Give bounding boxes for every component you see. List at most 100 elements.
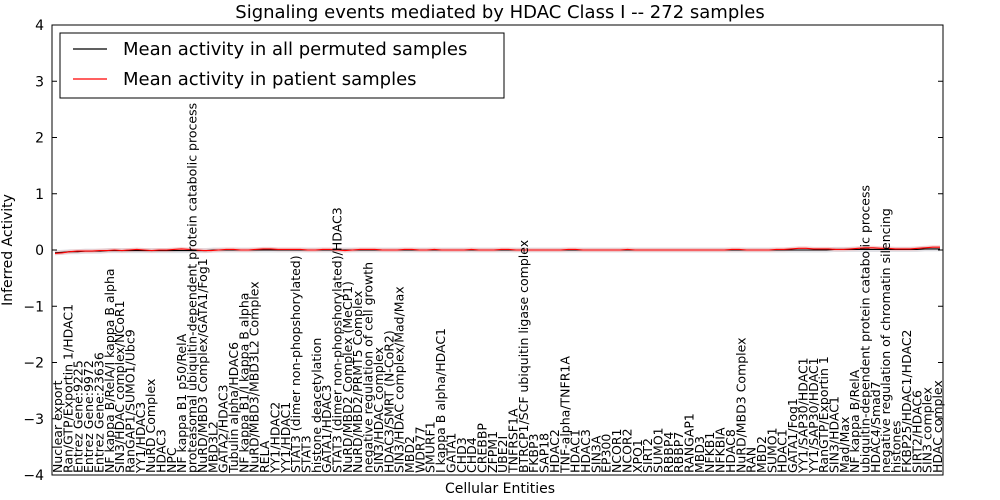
category-label: STAT3 (dimer non-phopshorylated) xyxy=(288,255,303,473)
category-label: NuRD/MBD3/MBD3L2 Complex xyxy=(247,281,262,473)
category-label: RanGTP/Exportin 1 xyxy=(816,356,831,473)
category-label: FKBP25/HDAC1/HDAC2 xyxy=(899,329,914,472)
category-label: FKBP3 xyxy=(526,434,541,473)
category-label: Entrez Gene:9972 xyxy=(81,360,96,473)
series-line-1 xyxy=(54,246,940,254)
category-label: SAP18 xyxy=(537,433,552,473)
category-label: Entrez Gene:23636 xyxy=(91,352,106,473)
category-label: WDR77 xyxy=(412,426,427,473)
category-label: NFKB1 xyxy=(702,432,717,473)
category-label: SIRT2/HDAC6 xyxy=(909,390,924,473)
category-label: GATA1 xyxy=(443,433,458,473)
category-label: histones xyxy=(889,420,904,473)
category-label: HDAC4/Smad7 xyxy=(868,381,883,473)
category-label: SIN3/HDAC complex/NCoR1 xyxy=(112,300,127,473)
category-label: UBE2I xyxy=(495,436,510,473)
category-label: MBD2 xyxy=(402,436,417,473)
y-tick-label: −1 xyxy=(23,299,44,315)
category-label: CHD4 xyxy=(464,437,479,473)
category-label: XPO1 xyxy=(630,439,645,473)
category-label: Entrez Gene:9225 xyxy=(71,360,86,473)
category-label: RAN xyxy=(744,447,759,473)
category-label: RELA xyxy=(257,440,272,473)
category-label: MBD3L2 xyxy=(205,421,220,473)
category-label: NCOR1 xyxy=(609,428,624,473)
category-label: HDAC3/SMRT (N-CoR2) xyxy=(381,330,396,473)
category-label: RanGAP1/SUMO1/Ubc9 xyxy=(123,329,138,473)
category-label: STAT3 (dimer non-phopshorylated)/HDAC3 xyxy=(330,207,345,473)
y-tick-label: 2 xyxy=(35,131,44,147)
y-tick-label: −2 xyxy=(23,356,44,372)
y-tick-label: −4 xyxy=(23,468,44,484)
category-label: negative regulation of chromatin silenci… xyxy=(878,208,893,473)
category-label: HDAC3 xyxy=(578,429,593,473)
category-label: SIN3 complex xyxy=(920,387,935,473)
legend-label-patient: Mean activity in patient samples xyxy=(123,69,417,90)
y-tick-label: 0 xyxy=(35,243,44,259)
category-label: YY1/SAP30/HDAC1 xyxy=(806,357,821,474)
category-label: YY1/HDAC2 xyxy=(267,402,282,474)
category-label: STAT3 xyxy=(299,435,314,473)
category-label: NuRD Complex xyxy=(143,379,158,473)
y-tick-label: −3 xyxy=(23,412,44,428)
category-label: TNFRSF1A xyxy=(506,408,521,474)
category-label: ubiquitin-dependent protein catabolic pr… xyxy=(858,185,873,473)
category-label: MBD2 xyxy=(754,436,769,473)
category-label: SMURF1 xyxy=(423,421,438,473)
category-label: GATA2/HDAC3 xyxy=(216,384,231,472)
category-label: NuRD/MBD3 Complex xyxy=(733,337,748,473)
category-label: NFKBIA xyxy=(713,427,728,473)
y-tick-label: 3 xyxy=(35,74,44,90)
category-label: CHD3 xyxy=(454,437,469,473)
category-label: NF kappa B/RelA xyxy=(847,369,862,473)
x-axis-label: Cellular Entities xyxy=(445,481,555,497)
category-label: Nuclear export xyxy=(50,380,65,473)
category-label: HDAC complex xyxy=(930,380,945,473)
category-label: SIN3A xyxy=(588,435,603,473)
category-label: YY1/SAP30/HDAC1 xyxy=(795,357,810,474)
y-axis-ticks: 4 3 2 1 0 −1 −2 −3 −4 xyxy=(23,18,943,484)
category-label: proteasomal ubiquitin-dependent protein … xyxy=(185,103,200,473)
legend-box xyxy=(59,32,505,99)
category-label: NCOR2 xyxy=(619,428,634,473)
category-label: NPC xyxy=(164,447,179,473)
y-tick-label: 1 xyxy=(35,187,44,203)
category-label: CREBBP xyxy=(475,423,490,473)
category-label: RBBP4 xyxy=(661,432,676,473)
category-label: NF kappa B1/I kappa B alpha xyxy=(236,293,251,473)
category-label: ZFPM1 xyxy=(485,431,500,473)
category-label: RANGAP1 xyxy=(682,413,697,473)
category-label: GATA1/Fog1 xyxy=(785,398,800,473)
category-label: NuRD/MBD3 Complex/GATA1/Fog1 xyxy=(195,258,210,473)
category-label: HDAC3 xyxy=(154,429,169,473)
category-label: histone deacetylation xyxy=(309,338,324,473)
y-axis-label: Inferred Activity xyxy=(0,194,16,306)
category-label: Mad/Max xyxy=(837,417,852,473)
category-label: YY1/HDAC1 xyxy=(278,402,293,474)
category-label: YY1/HDAC3 xyxy=(133,402,148,474)
category-label: RBBP7 xyxy=(671,432,686,473)
category-label: NF kappa B/RelA/I kappa B alpha xyxy=(102,268,117,473)
series-lines xyxy=(54,246,940,254)
category-label: NuRD/MBD2/PRMT5 Complex xyxy=(350,291,365,473)
category-label: Ran/GTP/Exportin 1/HDAC1 xyxy=(60,304,75,473)
category-label: MBD3 xyxy=(692,436,707,473)
category-label: SIRT2 xyxy=(640,438,655,473)
category-label: NuRD/MBD2 Complex (MeCP1) xyxy=(340,281,355,473)
category-label: HDAC1 xyxy=(775,429,790,473)
category-label: TNF-alpha/TNFR1A xyxy=(557,356,572,474)
category-label: HDAC1 xyxy=(568,429,583,473)
y-tick-label: 4 xyxy=(35,18,44,34)
category-label: SUMO1 xyxy=(764,427,779,473)
legend: Mean activity in all permuted samples Me… xyxy=(59,32,505,99)
category-label: GATA1/HDAC3 xyxy=(319,385,334,473)
category-label: negative regulation of cell growth xyxy=(361,262,376,473)
chart-title: Signaling events mediated by HDAC Class … xyxy=(235,2,764,23)
category-label: HDAC2 xyxy=(547,429,562,473)
category-label: EP300 xyxy=(599,434,614,473)
category-label: SUMO1 xyxy=(651,427,666,473)
legend-label-permuted: Mean activity in all permuted samples xyxy=(123,39,467,60)
category-label: NF kappa B1 p50/RelA xyxy=(174,333,189,473)
